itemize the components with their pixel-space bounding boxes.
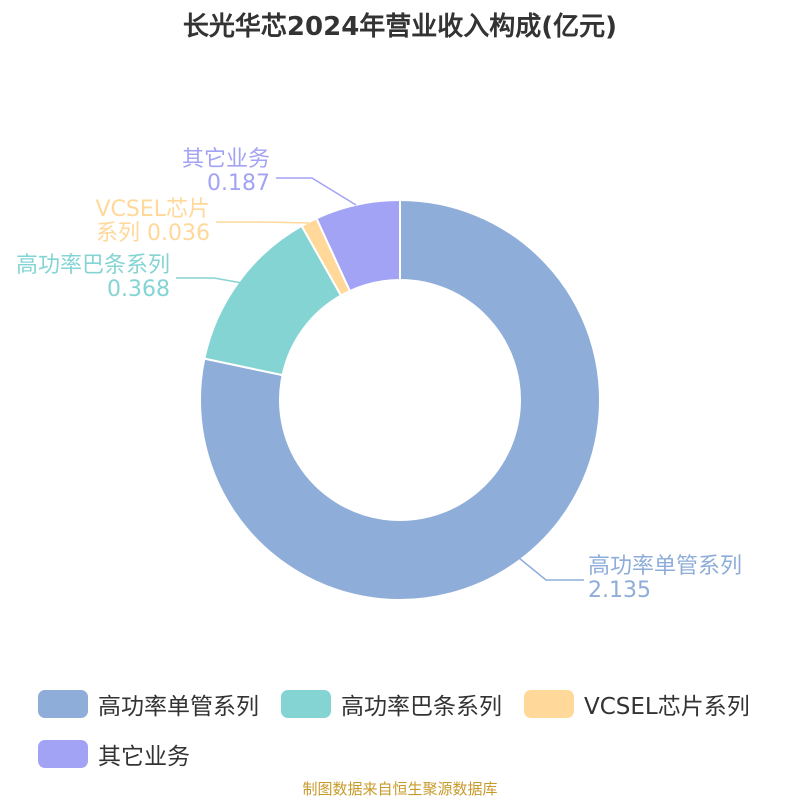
legend-item-single-emitter[interactable]: 高功率单管系列 bbox=[38, 688, 259, 720]
label-vcsel-value: 系列 0.036 bbox=[96, 221, 210, 246]
slice-single-emitter[interactable] bbox=[199, 198, 601, 601]
leader-line bbox=[518, 557, 584, 581]
label-vcsel-name: VCSEL芯片 bbox=[95, 197, 210, 222]
label-single-emitter-value: 2.135 bbox=[588, 578, 651, 603]
slice-other[interactable] bbox=[315, 198, 401, 293]
chart-title: 长光华芯2024年营业收入构成(亿元) bbox=[182, 12, 618, 42]
legend-item-bar[interactable]: 高功率巴条系列 bbox=[281, 688, 502, 720]
legend-item-other[interactable]: 其它业务 bbox=[38, 738, 190, 770]
leader-line bbox=[276, 177, 357, 206]
label-other-value: 0.187 bbox=[207, 171, 270, 196]
label-single-emitter-name: 高功率单管系列 bbox=[588, 554, 742, 579]
label-other-name: 其它业务 bbox=[182, 147, 270, 172]
legend-swatch bbox=[281, 690, 331, 718]
legend-swatch bbox=[38, 690, 88, 718]
legend-label: VCSEL芯片系列 bbox=[584, 694, 750, 720]
chart-legend: 高功率单管系列 高功率巴条系列 VCSEL芯片系列 其它业务 bbox=[38, 688, 778, 770]
legend-label: 高功率单管系列 bbox=[98, 694, 259, 720]
label-bar-value: 0.368 bbox=[107, 277, 170, 302]
legend-label: 高功率巴条系列 bbox=[341, 694, 502, 720]
legend-item-vcsel[interactable]: VCSEL芯片系列 bbox=[524, 688, 750, 720]
source-footer: 制图数据来自恒生聚源数据库 bbox=[302, 780, 498, 798]
leader-line bbox=[216, 221, 310, 224]
leader-line bbox=[176, 277, 243, 284]
legend-label: 其它业务 bbox=[98, 744, 190, 770]
legend-swatch bbox=[524, 690, 574, 718]
legend-swatch bbox=[38, 740, 88, 768]
label-bar-name: 高功率巴条系列 bbox=[16, 253, 170, 278]
